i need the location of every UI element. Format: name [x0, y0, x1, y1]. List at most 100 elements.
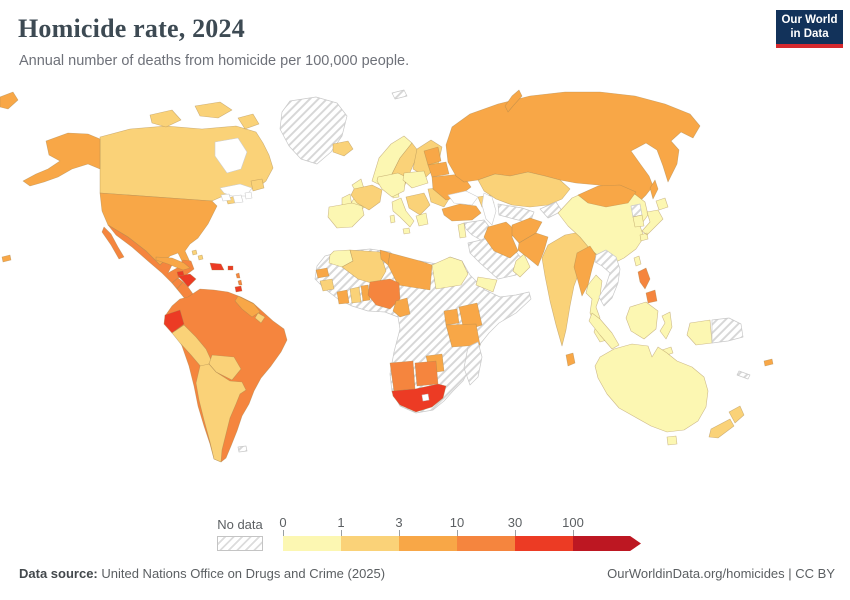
region-ivory-coast[interactable] [336, 289, 350, 305]
legend-tick-label-100: 100 [562, 515, 584, 530]
owid-logo-text: Our World in Data [781, 13, 838, 40]
region-taiwan[interactable] [633, 255, 642, 267]
region-mexico[interactable] [107, 224, 195, 284]
region-sulawesi[interactable] [659, 311, 673, 340]
region-ecuador[interactable] [163, 309, 185, 334]
region-guyana-suriname[interactable] [234, 295, 261, 318]
region-fiji[interactable] [763, 358, 774, 367]
region-canada-arctic[interactable] [149, 101, 260, 130]
credit-link[interactable]: OurWorldinData.org/homicides | CC BY [607, 566, 835, 581]
region-indochina[interactable] [594, 249, 621, 307]
data-source-text: United Nations Office on Drugs and Crime… [97, 566, 386, 581]
region-libya[interactable] [387, 252, 433, 291]
region-belarus[interactable] [427, 161, 450, 178]
region-egypt[interactable] [431, 256, 469, 290]
region-svalbard[interactable] [391, 89, 408, 100]
region-poland[interactable] [402, 170, 429, 189]
region-guinea[interactable] [319, 278, 335, 292]
region-north-korea[interactable] [630, 203, 643, 218]
region-borneo[interactable] [625, 301, 659, 340]
no-data-swatch[interactable] [217, 536, 263, 551]
region-tanzania[interactable] [445, 323, 481, 348]
region-baltics[interactable] [423, 146, 442, 166]
region-france[interactable] [350, 184, 383, 211]
region-pakistan[interactable] [517, 232, 549, 267]
region-hawaii[interactable] [1, 254, 12, 263]
region-iberia[interactable] [327, 202, 365, 229]
region-cameroon[interactable] [392, 297, 411, 318]
region-turkey[interactable] [441, 203, 482, 222]
page-subtitle: Annual number of deaths from homicide pe… [19, 53, 410, 69]
region-newfoundland[interactable] [250, 178, 265, 192]
region-puerto-rico[interactable] [227, 265, 234, 271]
data-source-label: Data source: [19, 566, 98, 581]
legend-tick-mark [341, 530, 342, 536]
no-data-label: No data [217, 517, 263, 532]
region-caspian-sea [481, 192, 497, 226]
region-jamaica[interactable] [176, 270, 185, 277]
region-french-guiana[interactable] [254, 312, 266, 324]
legend-bin-0-1[interactable] [283, 536, 341, 551]
region-iran[interactable] [483, 221, 519, 259]
legend-tick-mark [515, 530, 516, 536]
region-alaska[interactable] [22, 132, 101, 187]
region-tasmania[interactable] [666, 435, 678, 446]
region-new-guinea-west[interactable] [686, 319, 713, 346]
legend-bin-3-10[interactable] [399, 536, 457, 551]
legend-tick-mark [573, 530, 574, 536]
region-kazakhstan[interactable] [477, 171, 571, 208]
region-oman[interactable] [512, 253, 531, 278]
region-israel-jordan[interactable] [457, 222, 467, 239]
region-south-africa[interactable] [391, 383, 447, 413]
region-japan[interactable] [639, 197, 669, 242]
region-papua-new-guinea[interactable] [711, 317, 744, 344]
world-map-svg [0, 89, 774, 463]
region-senegal[interactable] [315, 267, 330, 279]
region-novaya-zemlya[interactable] [504, 89, 523, 113]
region-black-sea [447, 190, 479, 206]
region-cuba[interactable] [155, 256, 191, 271]
region-new-zealand[interactable] [708, 405, 745, 439]
region-sakhalin[interactable] [649, 179, 659, 200]
region-australia[interactable] [594, 343, 709, 433]
legend-bin-10-30[interactable] [457, 536, 515, 551]
region-great-lakes [220, 191, 253, 204]
region-honduras[interactable] [177, 273, 197, 288]
region-sri-lanka[interactable] [565, 352, 576, 367]
region-lesotho [421, 393, 430, 402]
legend-bin-100+[interactable] [573, 536, 641, 551]
region-ghana[interactable] [349, 286, 362, 304]
region-botswana[interactable] [414, 360, 439, 387]
legend-tick-label-3: 3 [395, 515, 403, 530]
region-new-caledonia[interactable] [736, 370, 751, 380]
region-chukotka-wrap[interactable] [0, 91, 19, 110]
region-falklands[interactable] [237, 445, 248, 453]
region-south-korea[interactable] [632, 214, 645, 228]
legend-tick-mark [457, 530, 458, 536]
region-trinidad[interactable] [234, 285, 243, 293]
legend-bin-30-100[interactable] [515, 536, 573, 551]
region-sumatra[interactable] [588, 312, 620, 350]
region-germany-central[interactable] [376, 172, 407, 198]
region-yemen[interactable] [475, 276, 498, 293]
region-thailand[interactable] [585, 274, 603, 327]
region-greece[interactable] [415, 212, 429, 227]
region-philippines[interactable] [637, 267, 658, 304]
region-iceland[interactable] [332, 140, 354, 157]
region-togo-benin[interactable] [360, 284, 371, 302]
region-greenland[interactable] [279, 96, 348, 165]
region-italy[interactable] [389, 197, 415, 235]
region-mongolia[interactable] [577, 184, 637, 208]
region-hispaniola[interactable] [209, 262, 225, 271]
region-bahamas[interactable] [191, 249, 204, 261]
region-baja[interactable] [101, 226, 125, 260]
region-southern-cone[interactable] [195, 363, 247, 463]
region-namibia[interactable] [389, 360, 416, 392]
region-lesser-antilles[interactable] [235, 272, 243, 286]
region-madagascar[interactable] [463, 341, 483, 386]
region-balkans[interactable] [405, 192, 431, 216]
region-uganda[interactable] [443, 308, 460, 326]
legend-tick-mark [399, 530, 400, 536]
owid-logo[interactable]: Our World in Data [776, 10, 843, 48]
legend-bin-1-3[interactable] [341, 536, 399, 551]
